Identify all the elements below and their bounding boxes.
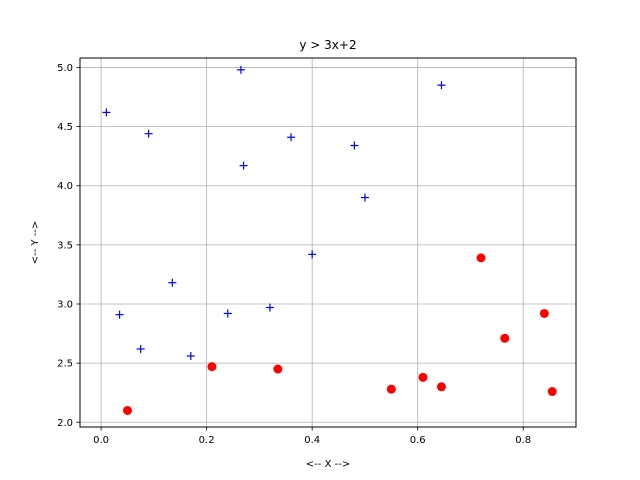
x-tick-label: 0.6: [410, 435, 426, 446]
y-tick-label: 2.5: [57, 359, 73, 370]
x-axis-label: <-- X -->: [306, 459, 350, 470]
y-tick-label: 4.5: [57, 122, 73, 133]
plus-marker: [168, 278, 177, 287]
circle-marker: [436, 382, 446, 392]
plus-marker: [287, 133, 296, 142]
circle-marker: [547, 387, 557, 397]
y-tick-label: 3.5: [57, 240, 73, 251]
y-tick-label: 2.0: [57, 418, 73, 429]
data-points: [102, 65, 557, 415]
plus-marker: [265, 303, 274, 312]
circle-marker: [539, 308, 549, 318]
plus-marker: [360, 193, 369, 202]
plus-marker: [115, 310, 124, 319]
x-tick-label: 0.8: [515, 435, 531, 446]
x-tick-label: 0.0: [93, 435, 109, 446]
plot-area-frame: [79, 57, 577, 428]
circle-marker: [273, 364, 283, 374]
circle-marker: [500, 333, 510, 343]
y-tick-label: 5.0: [57, 63, 73, 74]
circle-marker: [418, 372, 428, 382]
y-tick-label: 3.0: [57, 300, 73, 311]
circle-marker: [476, 253, 486, 263]
plus-marker: [102, 108, 111, 117]
circle-marker: [207, 362, 217, 372]
y-tick-label: 4.0: [57, 181, 73, 192]
plus-marker: [236, 65, 245, 74]
plus-marker: [308, 250, 317, 259]
plus-marker: [144, 129, 153, 138]
y-axis-label: <-- Y -->: [30, 221, 41, 265]
circle-marker: [122, 405, 132, 415]
plus-marker: [437, 81, 446, 90]
plus-marker: [239, 161, 248, 170]
x-tick-label: 0.4: [304, 435, 320, 446]
x-tick-label: 0.2: [199, 435, 215, 446]
circle-marker: [386, 384, 396, 394]
plus-marker: [223, 309, 232, 318]
axis-ticks: 0.0 0.2 0.4 0.6 0.8 2.0 2.5 3.0 3.5 4.0 4.5 5.0: [57, 63, 531, 446]
plus-marker: [136, 344, 145, 353]
plus-marker: [186, 352, 195, 361]
plus-marker: [350, 141, 359, 150]
grid: [80, 58, 576, 427]
chart-title: y > 3x+2: [299, 38, 356, 52]
